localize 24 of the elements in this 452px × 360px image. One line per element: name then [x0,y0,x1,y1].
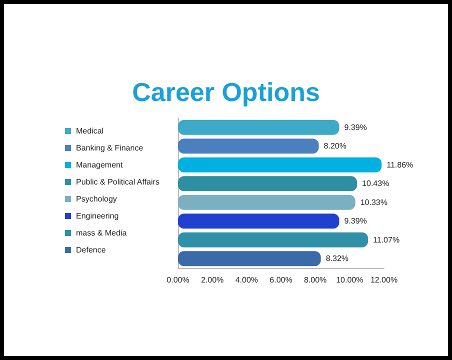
legend-label: Engineering [76,212,119,220]
data-label: 9.39% [344,122,367,132]
x-tick-label: 8.00% [304,276,327,284]
data-label: 11.86% [386,160,414,170]
data-label: 8.32% [326,254,349,264]
x-tick-label: 4.00% [235,276,258,284]
legend-label: Medical [76,126,104,136]
legend-label: Defence [76,246,106,254]
data-label: 11.07% [373,235,400,244]
x-tick-label: 2.00% [200,276,224,284]
data-label: 10.43% [362,179,390,188]
legend-label: Banking & Finance [76,144,144,152]
chart-title: Career Options [132,77,320,107]
legend-label: Psychology [76,194,117,204]
x-tick-label: 12.00% [370,276,398,284]
x-tick-label: 0.00% [166,276,190,284]
data-label: 8.20% [324,142,346,151]
data-label: 9.39% [344,216,367,226]
legend-label: Public & Political Affairs [76,178,160,186]
data-label: 10.33% [360,198,388,207]
x-tick-label: 6.00% [270,276,292,284]
x-tick-label: 10.00% [336,276,364,284]
legend-label: mass & Media [76,228,128,238]
legend-label: Management [76,160,124,170]
